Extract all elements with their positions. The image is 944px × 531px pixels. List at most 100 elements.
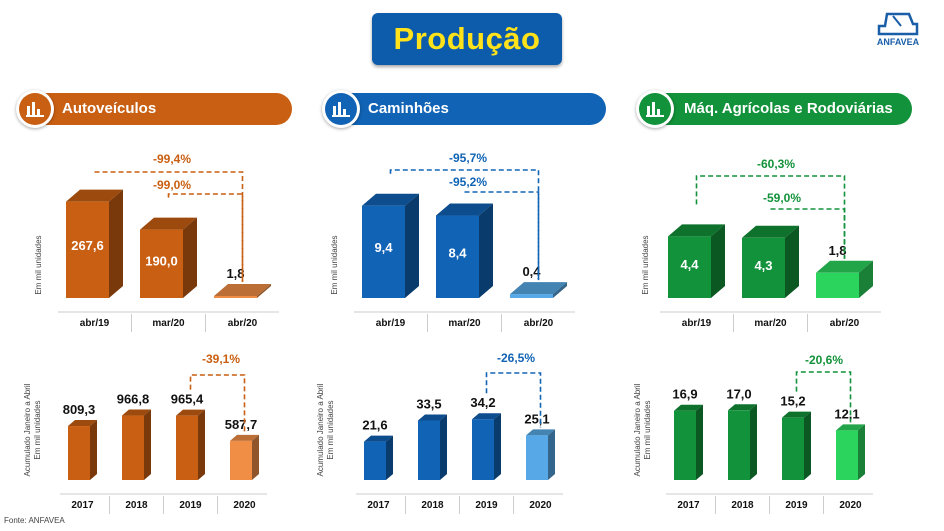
bar-side-face bbox=[183, 217, 197, 298]
data-label: 1,8 bbox=[828, 243, 846, 258]
bar bbox=[510, 294, 553, 298]
bar bbox=[66, 201, 109, 298]
data-label: 267,6 bbox=[71, 238, 104, 253]
panel-title-caminhoes: Caminhões bbox=[368, 100, 449, 117]
bar-side-face bbox=[440, 414, 447, 480]
y-axis-label: Acumulado Janeiro a Abril bbox=[23, 383, 32, 476]
category-label: 2020 bbox=[529, 500, 552, 511]
bar-chart-icon bbox=[26, 102, 44, 117]
y-axis-label: Em mil unidades bbox=[643, 400, 652, 459]
bar-top-face bbox=[668, 224, 725, 237]
change-label: -26,5% bbox=[497, 351, 535, 365]
bar-top-face bbox=[436, 203, 493, 216]
bar bbox=[436, 215, 479, 298]
bar-side-face bbox=[494, 413, 501, 480]
bar bbox=[418, 420, 440, 480]
category-label: 2019 bbox=[785, 500, 808, 511]
bar-side-face bbox=[386, 435, 393, 480]
bar-side-face bbox=[548, 429, 555, 480]
bar bbox=[526, 435, 548, 480]
change-bracket bbox=[389, 169, 540, 281]
bar-side-face bbox=[198, 409, 205, 480]
y-axis-label: Em mil unidades bbox=[33, 400, 42, 459]
bar-side-face bbox=[405, 193, 419, 298]
change-bracket bbox=[485, 372, 542, 428]
anfavea-tractor-icon bbox=[877, 12, 919, 36]
bar-top-face bbox=[362, 193, 419, 206]
y-axis-label: Acumulado Janeiro a Abril bbox=[633, 383, 642, 476]
change-bracket bbox=[795, 371, 852, 423]
bar-side-face bbox=[90, 420, 97, 480]
bar bbox=[230, 440, 252, 480]
bar-side-face bbox=[144, 409, 151, 480]
category-label: 2018 bbox=[731, 500, 754, 511]
bar-top-face bbox=[510, 282, 567, 295]
change-label: -99,0% bbox=[153, 178, 191, 192]
bar bbox=[728, 410, 750, 480]
change-label: -95,7% bbox=[449, 151, 487, 165]
data-label: 8,4 bbox=[448, 246, 467, 261]
data-label: 1,8 bbox=[226, 266, 244, 281]
header-bar-maquinas bbox=[650, 93, 912, 125]
bar bbox=[816, 272, 859, 298]
bar-top-face bbox=[140, 217, 197, 230]
header-circle-autoveiculos bbox=[16, 90, 54, 128]
bar-top-face bbox=[68, 420, 97, 427]
change-label: -60,3% bbox=[757, 157, 795, 171]
bar-top-face bbox=[418, 414, 447, 421]
data-label: 0,4 bbox=[522, 264, 541, 279]
header-circle-inner bbox=[19, 93, 51, 125]
category-label: abr/19 bbox=[376, 318, 406, 329]
category-label: mar/20 bbox=[152, 318, 185, 329]
bar-side-face bbox=[858, 424, 865, 480]
bar-top-face bbox=[742, 225, 799, 238]
change-label: -99,4% bbox=[153, 152, 191, 166]
data-label: 4,3 bbox=[754, 258, 772, 273]
bar bbox=[472, 419, 494, 480]
category-label: 2017 bbox=[71, 500, 94, 511]
category-label: 2019 bbox=[179, 500, 202, 511]
data-label: 4,4 bbox=[680, 257, 699, 272]
page-title-box: Produção bbox=[372, 13, 562, 65]
bar bbox=[742, 237, 785, 298]
change-label: -39,1% bbox=[202, 352, 240, 366]
change-bracket bbox=[94, 171, 244, 282]
bar-top-face bbox=[230, 434, 259, 441]
y-axis-label: Em mil unidades bbox=[34, 235, 43, 294]
page-title: Produção bbox=[393, 21, 541, 56]
header-circle-caminhoes bbox=[322, 90, 360, 128]
change-label: -59,0% bbox=[763, 191, 801, 205]
change-bracket bbox=[464, 191, 540, 281]
bar-side-face bbox=[750, 404, 757, 480]
category-label: 2020 bbox=[233, 500, 256, 511]
category-label: abr/20 bbox=[228, 318, 258, 329]
data-label: 33,5 bbox=[416, 396, 441, 411]
panel-title-maquinas: Máq. Agrícolas e Rodoviárias bbox=[684, 100, 893, 117]
header-circle-inner bbox=[639, 93, 671, 125]
bar-chart-icon bbox=[646, 102, 664, 117]
category-label: abr/20 bbox=[524, 318, 554, 329]
category-label: abr/20 bbox=[830, 318, 860, 329]
bar-side-face bbox=[711, 224, 725, 298]
bar-side-face bbox=[252, 434, 259, 480]
data-label: 16,9 bbox=[672, 387, 697, 402]
bar-top-face bbox=[526, 429, 555, 436]
category-label: 2019 bbox=[475, 500, 498, 511]
category-label: mar/20 bbox=[448, 318, 481, 329]
bar-side-face bbox=[479, 203, 493, 298]
data-label: 190,0 bbox=[145, 253, 178, 268]
y-axis-label: Em mil unidades bbox=[326, 400, 335, 459]
category-label: 2020 bbox=[839, 500, 862, 511]
bar bbox=[668, 236, 711, 298]
data-label: 25,1 bbox=[524, 411, 549, 426]
bar-top-face bbox=[66, 189, 123, 202]
bar-top-face bbox=[836, 424, 865, 431]
panel-title-autoveiculos: Autoveículos bbox=[62, 100, 157, 117]
bar-side-face bbox=[109, 189, 123, 298]
change-label: -20,6% bbox=[805, 353, 843, 367]
source-note: Fonte: ANFAVEA bbox=[4, 516, 65, 525]
data-label: 12,1 bbox=[834, 406, 859, 421]
